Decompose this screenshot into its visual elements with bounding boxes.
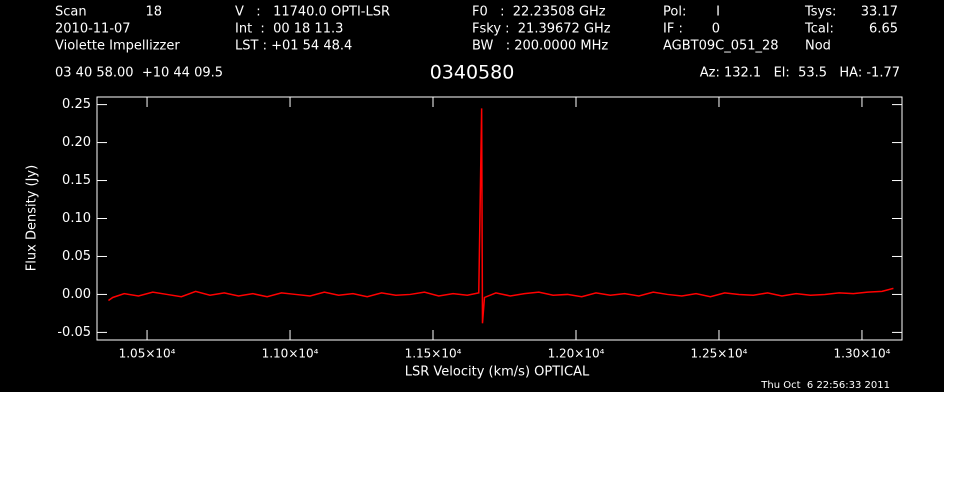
annotation: 6.65 (869, 22, 898, 37)
annotation: LST : +01 54 48.4 (235, 39, 352, 54)
x-tick-label: 1.30×10⁴ (834, 347, 891, 361)
annotation: Int : 00 18 11.3 (235, 22, 343, 37)
y-axis-label: Flux Density (Jy) (25, 165, 40, 271)
annotation: BW : 200.0000 MHz (472, 39, 608, 54)
annotation: Pol: (663, 5, 686, 20)
y-tick-label: 0.00 (62, 287, 91, 302)
x-tick-label: 1.20×10⁴ (548, 347, 605, 361)
annotation: Thu Oct 6 22:56:33 2011 (760, 380, 890, 391)
x-tick-label: 1.15×10⁴ (405, 347, 462, 361)
x-axis-label: LSR Velocity (km/s) OPTICAL (405, 365, 590, 380)
plot-background (0, 0, 944, 392)
y-tick-label: 0.05 (62, 249, 91, 264)
y-tick-label: -0.05 (57, 325, 91, 340)
annotation: Fsky : 21.39672 GHz (472, 22, 611, 37)
x-tick-label: 1.05×10⁴ (119, 347, 176, 361)
annotation: V : 11740.0 OPTI-LSR (235, 5, 390, 20)
spectrum-line (108, 108, 894, 324)
annotation: 03 40 58.00 +10 44 09.5 (55, 66, 223, 81)
annotation: Nod (805, 39, 831, 54)
y-tick-label: 0.10 (62, 211, 91, 226)
annotation: I (716, 5, 720, 20)
x-tick-label: 1.10×10⁴ (262, 347, 319, 361)
x-tick-label: 1.25×10⁴ (691, 347, 748, 361)
annotation: AGBT09C_051_28 (663, 39, 779, 54)
annotation: Az: 132.1 El: 53.5 HA: -1.77 (700, 66, 900, 81)
annotation: Tsys: (804, 5, 836, 20)
y-tick-label: 0.15 (62, 173, 91, 188)
annotation: IF : (663, 22, 683, 37)
annotation: 2010-11-07 (55, 22, 131, 37)
y-tick-label: 0.25 (62, 97, 91, 112)
annotation: Scan (55, 5, 87, 20)
annotation: 0 (712, 22, 720, 37)
annotation: 33.17 (861, 5, 898, 20)
annotation: Tcal: (804, 22, 834, 37)
annotation: 18 (145, 5, 162, 20)
y-tick-label: 0.20 (62, 135, 91, 150)
chart-title: 0340580 (430, 62, 515, 84)
annotation: Violette Impellizzer (55, 39, 180, 54)
annotation: F0 : 22.23508 GHz (472, 5, 606, 20)
